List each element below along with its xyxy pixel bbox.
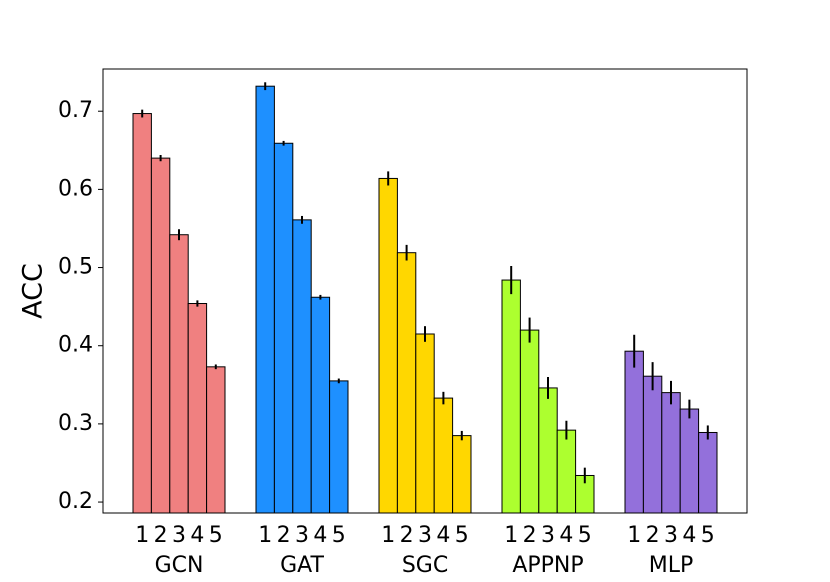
bar [519, 329, 540, 514]
bar [132, 113, 152, 514]
sub-label: 3 [172, 523, 186, 548]
sub-label: 4 [559, 523, 573, 548]
sub-label: 4 [190, 523, 204, 548]
bar [396, 252, 417, 514]
bar [206, 366, 226, 514]
sub-label: 1 [381, 523, 395, 548]
sub-label: 3 [541, 523, 555, 548]
y-axis-label: ACC [18, 263, 49, 319]
sub-label: 3 [664, 523, 678, 548]
x-tick-label: GAT [280, 553, 324, 578]
sub-label: 1 [135, 523, 149, 548]
sub-label: 5 [455, 523, 469, 548]
bar [433, 397, 454, 514]
bar [452, 435, 472, 514]
plot-frame [102, 68, 748, 514]
bar [169, 234, 189, 514]
y-tick-label: 0.6 [58, 176, 93, 201]
sub-label: 3 [295, 523, 309, 548]
sub-label: 5 [578, 523, 592, 548]
sub-label: 1 [627, 523, 641, 548]
bar [679, 408, 700, 514]
x-tick-label: APPNP [512, 553, 583, 578]
bar [329, 380, 349, 514]
y-tick-label: 0.2 [58, 489, 93, 514]
bar [273, 142, 294, 514]
sub-label: 2 [646, 523, 660, 548]
bar [187, 303, 208, 514]
sub-label: 5 [209, 523, 223, 548]
bar [624, 350, 644, 514]
bar [501, 279, 521, 514]
bar [538, 387, 558, 514]
sub-label: 3 [418, 523, 432, 548]
sub-label: 2 [154, 523, 168, 548]
bar [661, 392, 681, 514]
y-tick-label: 0.7 [58, 98, 93, 123]
sub-label: 2 [523, 523, 537, 548]
sub-label: 5 [332, 523, 346, 548]
y-tick-label: 0.5 [58, 255, 93, 280]
bar [642, 375, 663, 514]
x-tick-label: SGC [402, 553, 448, 578]
bar [415, 333, 435, 514]
bar [556, 429, 577, 514]
sub-label: 4 [313, 523, 327, 548]
bar [378, 177, 398, 514]
x-tick-label: GCN [155, 553, 204, 578]
bar [310, 296, 331, 514]
y-tick-label: 0.4 [58, 333, 93, 358]
sub-label: 4 [436, 523, 450, 548]
bar [150, 157, 171, 514]
sub-label: 4 [682, 523, 696, 548]
sub-label: 5 [701, 523, 715, 548]
x-tick-label: MLP [649, 553, 694, 578]
sub-label: 2 [277, 523, 291, 548]
sub-label: 1 [504, 523, 518, 548]
bar [698, 431, 718, 514]
sub-label: 1 [258, 523, 272, 548]
sub-label: 2 [400, 523, 414, 548]
y-tick-label: 0.3 [58, 411, 93, 436]
bar [255, 85, 275, 514]
bar [292, 219, 312, 514]
